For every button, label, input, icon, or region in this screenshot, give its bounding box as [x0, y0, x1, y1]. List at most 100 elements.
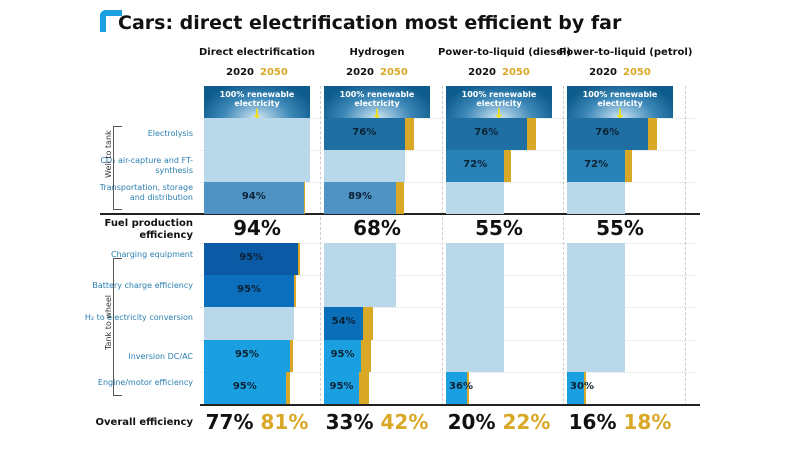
efficiency-label: 89%	[348, 191, 372, 202]
pass-through-bar	[567, 182, 626, 214]
overall-2020: 33%	[325, 410, 374, 434]
arrow-down-icon: ↓	[493, 107, 505, 122]
renewable-electricity-label: 100% renewable electricity	[461, 90, 537, 108]
overall-2020: 77%	[205, 410, 254, 434]
year-labels: 2020 2050	[316, 67, 438, 78]
efficiency-bar-2020	[324, 182, 397, 214]
corner-bracket-icon	[100, 10, 122, 32]
renewable-electricity-box: 100% renewable electricity ↓	[204, 86, 310, 122]
pass-through-bar	[567, 275, 626, 307]
divider-line	[200, 404, 700, 406]
pass-through-bar	[204, 118, 310, 150]
efficiency-label: 76%	[474, 127, 499, 138]
efficiency-bar-2020	[446, 118, 527, 150]
efficiency-bar-2020	[324, 118, 405, 150]
efficiency-label: 54%	[331, 316, 356, 327]
overall-2020: 20%	[447, 410, 496, 434]
overall-efficiency: 20% 22%	[438, 410, 560, 434]
efficiency-bar-2020	[567, 372, 584, 404]
column-divider	[563, 86, 564, 406]
efficiency-label: 36%	[449, 381, 473, 392]
efficiency-label: 30%	[570, 381, 594, 392]
efficiency-label: 95%	[234, 349, 259, 360]
row-label: Battery charge efficiency	[92, 281, 193, 290]
divider-line	[100, 213, 700, 215]
overall-efficiency: 16% 18%	[559, 410, 681, 434]
year-labels: 2020 2050	[559, 67, 681, 78]
year-2050: 2050	[260, 67, 288, 78]
column-title: Hydrogen	[349, 47, 405, 58]
efficiency-label: 95%	[237, 284, 262, 295]
pass-through-bar	[567, 307, 626, 340]
fuel-production-value: 55%	[596, 216, 644, 240]
efficiency-bar-2020	[204, 182, 304, 214]
efficiency-label: 95%	[232, 381, 257, 392]
overall-efficiency: 33% 42%	[316, 410, 438, 434]
pass-through-bar	[567, 243, 626, 275]
efficiency-label: 76%	[352, 127, 377, 138]
year-labels: 2020 2050	[438, 67, 560, 78]
overall-2050: 42%	[380, 410, 429, 434]
page-title: Cars: direct electrification most effici…	[118, 12, 622, 34]
pass-through-bar	[446, 340, 505, 372]
pass-through-bar	[446, 243, 505, 275]
arrow-down-icon: ↓	[251, 107, 263, 122]
pass-through-bar	[324, 243, 397, 275]
column-title: Power-to-liquid (diesel)	[438, 47, 571, 58]
row-label: CO₂ air-capture and FT-synthesis	[100, 156, 193, 175]
row-label: Charging equipment	[111, 250, 193, 259]
pass-through-bar	[204, 307, 295, 340]
efficiency-bar-2020	[567, 118, 648, 150]
efficiency-bar-2020	[204, 372, 286, 404]
pass-through-bar	[567, 340, 626, 372]
renewable-electricity-label: 100% renewable electricity	[582, 90, 658, 108]
well-to-tank-label: Well to tank	[104, 130, 113, 178]
year-2020: 2020	[468, 67, 496, 78]
efficiency-bar-2020	[567, 150, 626, 182]
pass-through-bar	[446, 307, 505, 340]
column-divider	[320, 86, 321, 406]
efficiency-bar-2020	[204, 275, 295, 307]
year-2020: 2020	[346, 67, 374, 78]
overall-efficiency-label: Overall efficiency	[95, 417, 193, 428]
overall-2050: 81%	[260, 410, 309, 434]
renewable-electricity-label: 100% renewable electricity	[219, 90, 295, 108]
tank-to-wheel-bracket	[113, 258, 122, 396]
year-2020: 2020	[589, 67, 617, 78]
efficiency-bar-2020	[446, 150, 505, 182]
efficiency-label: 76%	[595, 127, 620, 138]
well-to-tank-bracket	[113, 126, 122, 210]
renewable-electricity-box: 100% renewable electricity ↓	[446, 86, 552, 122]
efficiency-bar-2020	[204, 340, 290, 372]
pass-through-bar	[446, 182, 505, 214]
pass-through-bar	[324, 150, 405, 182]
efficiency-label: 95%	[329, 381, 354, 392]
row-label: H₂ to electricity conversion	[84, 313, 193, 322]
pass-through-bar	[204, 150, 310, 182]
row-label: Engine/motor efficiency	[97, 378, 193, 387]
efficiency-bar-2020	[324, 340, 362, 372]
renewable-electricity-box: 100% renewable electricity ↓	[567, 86, 673, 122]
year-2050: 2050	[502, 67, 530, 78]
column-divider	[685, 86, 686, 406]
efficiency-label: 94%	[241, 191, 266, 202]
efficiency-label: 95%	[239, 252, 264, 263]
pass-through-bar	[324, 275, 397, 307]
overall-2050: 18%	[623, 410, 672, 434]
row-label: Transportation, storage and distribution	[99, 183, 193, 202]
overall-efficiency: 77% 81%	[196, 410, 318, 434]
row-label: Inversion DC/AC	[128, 352, 193, 361]
pass-through-bar	[446, 275, 505, 307]
efficiency-bar-2020	[446, 372, 468, 404]
fuel-production-value: 94%	[233, 216, 281, 240]
arrow-down-icon: ↓	[614, 107, 626, 122]
overall-2020: 16%	[568, 410, 617, 434]
row-label: Electrolysis	[147, 129, 193, 138]
renewable-electricity-box: 100% renewable electricity ↓	[324, 86, 430, 121]
year-labels: 2020 2050	[196, 67, 318, 78]
overall-2050: 22%	[502, 410, 551, 434]
tank-to-wheel-label: Tank to wheel	[104, 295, 113, 350]
efficiency-label: 72%	[463, 159, 488, 170]
efficiency-bar-2020	[204, 243, 299, 275]
